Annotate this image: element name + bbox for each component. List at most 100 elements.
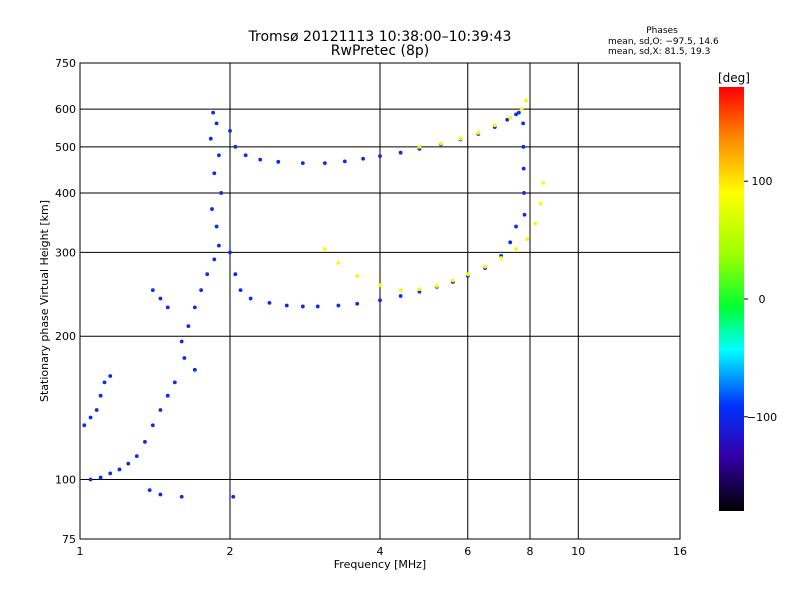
stats-o-line: mean, sd,O: −97.5, 14.6 xyxy=(608,37,719,47)
o-mode-point xyxy=(192,367,197,372)
colorbar-tick-label: 0 xyxy=(759,293,766,306)
chart-subtitle: RwPretec (8p) xyxy=(331,43,429,59)
o-mode-point xyxy=(228,250,232,255)
o-mode-point xyxy=(134,454,139,459)
o-mode-point xyxy=(150,288,155,293)
colorbar-label: [deg] xyxy=(718,71,750,85)
o-mode-point xyxy=(315,304,320,309)
o-mode-point xyxy=(214,224,219,229)
x-tick-label: 2 xyxy=(227,545,234,558)
o-mode-point xyxy=(398,150,403,155)
grid-lines xyxy=(80,63,680,539)
o-mode-point xyxy=(165,305,170,310)
o-mode-point xyxy=(216,153,221,158)
y-tick-label: 750 xyxy=(55,57,76,70)
y-tick-label: 100 xyxy=(55,474,76,487)
o-mode-point xyxy=(158,408,163,412)
y-tick-label: 300 xyxy=(55,246,76,259)
o-mode-point xyxy=(186,324,191,329)
o-mode-point xyxy=(208,136,213,141)
y-tick-labels: 75 100 200 300 400 500 600 750 xyxy=(55,57,76,546)
x-mode-point xyxy=(524,98,528,103)
o-mode-point xyxy=(117,467,122,472)
stats-x-line: mean, sd,X: 81.5, 19.3 xyxy=(608,47,710,57)
x-mode-point xyxy=(322,247,327,251)
x-mode-point xyxy=(525,237,530,241)
x-mode-point xyxy=(336,261,341,265)
o-mode-point xyxy=(258,157,263,162)
x-tick-label: 10 xyxy=(571,545,585,558)
o-mode-point xyxy=(521,144,526,149)
o-mode-point xyxy=(243,153,248,158)
o-mode-point xyxy=(82,423,87,428)
o-mode-point xyxy=(378,298,382,303)
o-mode-point xyxy=(522,212,527,217)
chart-title: Tromsø 20121113 10:38:00–10:39:43 xyxy=(248,29,512,45)
o-mode-point xyxy=(165,393,170,398)
o-mode-point xyxy=(284,303,289,308)
stats-heading: Phases xyxy=(646,26,678,36)
o-mode-point xyxy=(126,461,131,466)
colorbar-tick-label: 100 xyxy=(752,175,773,188)
o-mode-point xyxy=(150,423,155,428)
plot-frame xyxy=(79,62,681,540)
x-tick-label: 16 xyxy=(673,545,687,558)
x-mode-point xyxy=(541,180,546,185)
o-mode-point xyxy=(216,243,221,248)
o-mode-point xyxy=(322,161,327,166)
x-tick-label: 8 xyxy=(527,545,534,558)
o-mode-point xyxy=(88,415,93,420)
o-mode-point xyxy=(398,294,403,298)
o-mode-point xyxy=(94,408,99,412)
x-mode-point xyxy=(533,221,538,226)
y-tick-label: 500 xyxy=(55,141,76,154)
o-mode-point xyxy=(228,129,232,133)
o-mode-point xyxy=(158,296,163,301)
o-mode-point xyxy=(231,494,236,499)
o-mode-point xyxy=(179,494,184,499)
o-mode-point xyxy=(214,121,219,126)
colorbar xyxy=(719,87,744,511)
data-points xyxy=(82,98,546,499)
x-tick-label: 1 xyxy=(77,545,84,558)
x-mode-point xyxy=(538,201,543,206)
x-mode-point xyxy=(483,264,487,269)
x-tick-label: 4 xyxy=(377,545,384,558)
o-mode-point xyxy=(521,121,526,126)
o-mode-point xyxy=(199,288,204,293)
y-axis-label: Stationary phase Virtual Height [km] xyxy=(38,200,51,402)
o-mode-point xyxy=(233,144,238,149)
x-mode-point xyxy=(508,116,513,120)
o-mode-point xyxy=(361,156,366,161)
o-mode-point xyxy=(378,154,382,159)
o-mode-point xyxy=(300,304,305,309)
o-mode-point xyxy=(267,301,272,305)
o-mode-point xyxy=(238,288,243,293)
o-mode-point xyxy=(342,159,347,164)
o-mode-point xyxy=(143,439,147,444)
o-mode-point xyxy=(516,110,521,115)
x-tick-label: 6 xyxy=(464,545,471,558)
o-mode-point xyxy=(212,257,217,262)
o-mode-point xyxy=(212,171,217,176)
o-mode-point xyxy=(211,110,216,115)
o-mode-point xyxy=(505,117,510,122)
o-mode-point xyxy=(355,301,360,306)
o-mode-point xyxy=(102,380,107,385)
o-mode-point xyxy=(300,161,305,166)
x-mode-point xyxy=(378,283,382,288)
x-mode-point xyxy=(417,144,422,149)
y-tick-label: 600 xyxy=(55,103,76,116)
o-mode-point xyxy=(276,159,281,164)
y-tick-label: 200 xyxy=(55,330,76,343)
o-mode-point xyxy=(508,240,513,245)
x-mode-point xyxy=(476,130,481,135)
o-mode-point xyxy=(98,475,103,480)
o-mode-point xyxy=(248,296,253,301)
o-mode-point xyxy=(98,393,103,398)
o-mode-point xyxy=(182,356,187,360)
x-mode-point xyxy=(492,123,497,128)
o-mode-point xyxy=(219,191,224,195)
x-mode-point xyxy=(434,284,439,288)
o-mode-point xyxy=(514,224,518,229)
